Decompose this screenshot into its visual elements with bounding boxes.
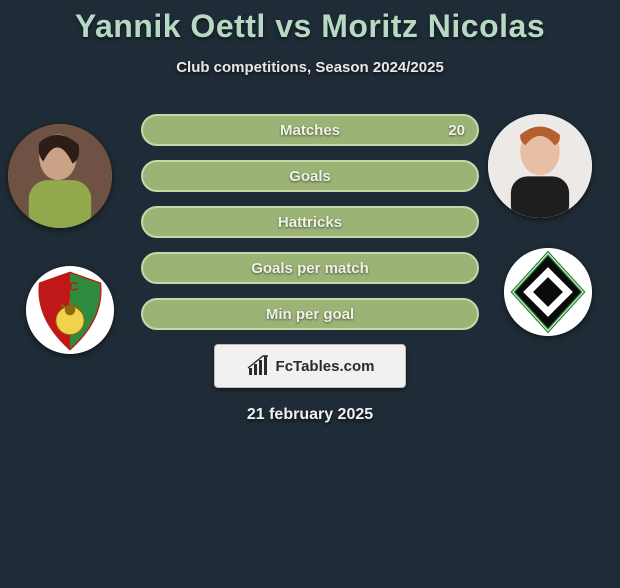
player-left-avatar — [8, 124, 112, 228]
player-right-avatar — [488, 114, 592, 218]
bar-label: Matches — [141, 114, 479, 146]
club-left-badge: FC — [26, 266, 114, 354]
bar-label: Hattricks — [141, 206, 479, 238]
club-right-badge — [504, 248, 592, 336]
brand-box[interactable]: FcTables.com — [214, 344, 406, 388]
subtitle: Club competitions, Season 2024/2025 — [0, 59, 620, 76]
stat-bar-goals-per-match: Goals per match — [141, 252, 479, 284]
svg-text:FC: FC — [62, 280, 79, 294]
bar-label: Goals — [141, 160, 479, 192]
comparison-stage: FC Matches 20 Goals — [0, 104, 620, 424]
bar-right-value: 20 — [448, 114, 465, 146]
stat-bar-matches: Matches 20 — [141, 114, 479, 146]
club-badge-icon — [504, 248, 592, 336]
stat-bar-hattricks: Hattricks — [141, 206, 479, 238]
bar-label: Min per goal — [141, 298, 479, 330]
stat-bars: Matches 20 Goals Hattricks Goals per mat… — [141, 104, 479, 330]
club-badge-icon: FC — [26, 266, 114, 354]
date-text: 21 february 2025 — [0, 406, 620, 424]
stat-bar-min-per-goal: Min per goal — [141, 298, 479, 330]
page-title: Yannik Oettl vs Moritz Nicolas — [0, 8, 620, 45]
person-silhouette-icon — [488, 114, 592, 218]
brand-text: FcTables.com — [276, 358, 375, 375]
chart-icon — [246, 354, 270, 378]
stat-bar-goals: Goals — [141, 160, 479, 192]
person-silhouette-icon — [8, 124, 112, 228]
bar-label: Goals per match — [141, 252, 479, 284]
